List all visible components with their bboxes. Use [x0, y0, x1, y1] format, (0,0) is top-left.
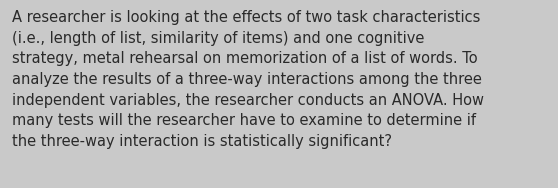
- Text: A researcher is looking at the effects of two task characteristics
(i.e., length: A researcher is looking at the effects o…: [12, 10, 484, 149]
